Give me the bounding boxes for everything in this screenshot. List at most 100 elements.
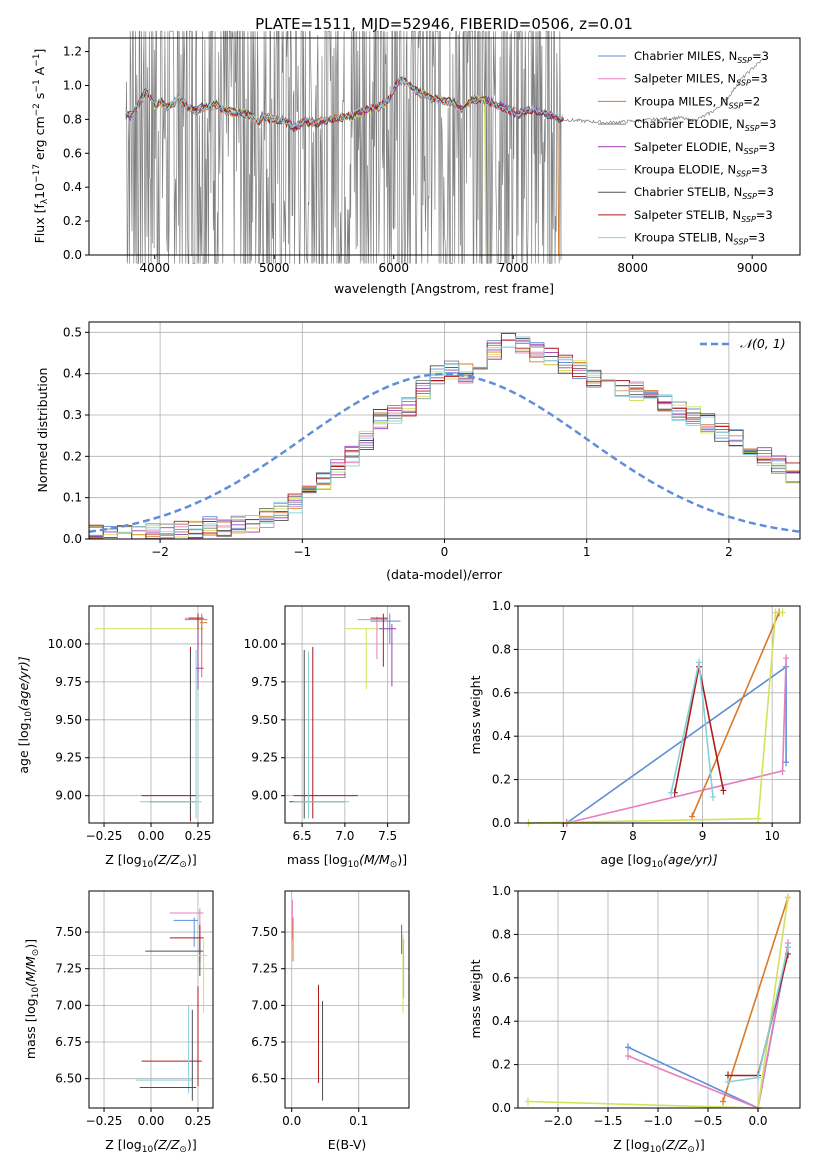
weight-point-kroupa_miles	[720, 1097, 726, 1106]
residuals-xlabel: (data-model)/error	[386, 567, 503, 582]
mass-vs-z-panel: −0.25 0.00 0.25 6.50 6.75 7.00 7.25 7.50 Z [log…	[23, 890, 214, 1155]
y-tick-label: 6.75	[55, 1035, 82, 1049]
legend-entry-kroupa_miles: Kroupa MILES, NSSP=2	[634, 94, 760, 110]
y-tick-label: 6.75	[251, 1035, 278, 1049]
y-tick-label: 1.2	[63, 45, 82, 59]
x-tick-label: 5000	[259, 261, 290, 275]
spectrum-ylabel: Flux [fλ10−17 erg cm−2 s−1 A−1]	[32, 49, 50, 244]
weight-point-kroupa_elodie	[525, 1097, 531, 1106]
x-tick-label: −1.5	[593, 1114, 622, 1128]
normal-curve	[88, 372, 801, 534]
age-vs-mass-frame	[284, 605, 410, 824]
x-tick-label: −2.0	[543, 1114, 572, 1128]
y-tick-label: 0.0	[492, 816, 511, 830]
y-tick-label: 6.50	[251, 1072, 278, 1086]
y-tick-label: 0.0	[492, 1101, 511, 1115]
age-vs-mass-xlabel: mass [log10(M/M⊙)]	[287, 852, 407, 870]
legend-entry-salpeter_stelib: Salpeter STELIB, NSSP=3	[634, 208, 773, 224]
weight-point-kroupa_elodie	[755, 814, 762, 823]
y-tick-label: 9.50	[55, 713, 82, 727]
x-tick-label: 0.00	[138, 1114, 165, 1128]
y-tick-label: 0.4	[492, 1014, 511, 1028]
y-tick-label: 0.4	[492, 729, 511, 743]
weight-point-kroupa_stelib	[668, 788, 675, 797]
x-tick-label: 0.25	[185, 1114, 212, 1128]
x-tick-label: −2	[151, 545, 169, 559]
x-tick-label: 7.0	[335, 829, 354, 843]
x-tick-label: −0.5	[693, 1114, 722, 1128]
weight-point-chabrier_miles	[783, 758, 790, 767]
legend-entry-chabrier_elodie: Chabrier ELODIE, NSSP=3	[634, 117, 776, 133]
weight-line-salpeter_miles	[566, 658, 787, 824]
y-tick-label: 0.1	[63, 491, 82, 505]
mass-vs-ebv-panel: 0.0 0.1 6.50 6.75 7.00 7.25 7.50 E(B-V)	[251, 890, 410, 1152]
legend-entry-kroupa_stelib: Kroupa STELIB, NSSP=3	[634, 231, 765, 247]
y-tick-label: 0.0	[63, 248, 82, 262]
weight-vs-z-frame	[517, 890, 801, 1109]
spectrum-panel: 4000 5000 6000 7000 8000 9000 0.0 0.2 0.4 0.6 0.8 1…	[32, 30, 801, 296]
weight-point-salpeter_miles	[625, 1051, 631, 1060]
y-tick-label: 0.4	[63, 180, 82, 194]
age-vs-z-ylabel: age [log10(age/yr)]	[16, 656, 34, 773]
x-tick-label: 8	[629, 829, 637, 843]
y-tick-label: 1.0	[63, 78, 82, 92]
legend-entry-chabrier_miles: Chabrier MILES, NSSP=3	[634, 49, 769, 65]
weight-point-kroupa_stelib	[785, 943, 791, 952]
x-tick-label: −0.25	[86, 1114, 123, 1128]
x-tick-label: 0.00	[138, 829, 165, 843]
weight-vs-age-panel: 7 8 9 10 0.0 0.2 0.4 0.6 0.8 1.0 age [log10(age/y…	[468, 599, 801, 870]
y-tick-label: 9.50	[251, 713, 278, 727]
x-tick-label: 6000	[378, 261, 409, 275]
x-tick-label: −0.25	[86, 829, 123, 843]
weight-point-kroupa_elodie	[772, 608, 779, 617]
age-vs-z-panel: −0.25 0.00 0.25 9.00 9.25 9.50 9.75 10.00 Z [lo…	[16, 605, 214, 870]
y-tick-label: 7.00	[55, 998, 82, 1012]
weight-vs-z-ylabel: mass weight	[468, 959, 483, 1038]
y-tick-label: 0.2	[63, 449, 82, 463]
weight-point-salpeter_miles	[783, 654, 790, 663]
x-tick-label: 10	[765, 829, 780, 843]
mass-vs-z-xlabel: Z [log10(Z/Z⊙)]	[105, 1137, 196, 1155]
y-tick-label: 7.25	[55, 962, 82, 976]
legend-entry-salpeter_elodie: Salpeter ELODIE, NSSP=3	[634, 140, 775, 156]
x-tick-label: 8000	[617, 261, 648, 275]
y-tick-label: 0.8	[492, 642, 511, 656]
residuals-ylabel: Normed distribution	[35, 368, 50, 493]
x-tick-label: 9	[699, 829, 707, 843]
spectrum-xlabel: wavelength [Angstrom, rest frame]	[334, 281, 554, 296]
y-tick-label: 7.25	[251, 962, 278, 976]
y-tick-label: 9.00	[251, 789, 278, 803]
mass-vs-z-ylabel: mass [log10(M/M⊙)]	[23, 939, 41, 1059]
y-tick-label: 9.25	[55, 751, 82, 765]
x-tick-label: 0.1	[349, 1114, 368, 1128]
legend-entry-chabrier_stelib: Chabrier STELIB, NSSP=3	[634, 185, 774, 201]
weight-point-kroupa_stelib	[725, 1077, 731, 1086]
x-tick-label: 0	[441, 545, 449, 559]
x-tick-label: −1	[293, 545, 311, 559]
y-tick-label: 9.75	[55, 675, 82, 689]
age-vs-z-xlabel: Z [log10(Z/Z⊙)]	[105, 852, 196, 870]
x-tick-label: 7000	[498, 261, 529, 275]
weight-vs-age-frame	[517, 605, 801, 824]
weight-point-kroupa_stelib	[755, 1073, 761, 1082]
normal-legend-label: 𝒩(0, 1)	[740, 336, 786, 351]
y-tick-label: 7.50	[251, 925, 278, 939]
residual-hist-salpeter_stelib	[89, 339, 801, 540]
y-tick-label: 7.50	[55, 925, 82, 939]
observed-spectrum	[125, 30, 764, 265]
y-tick-label: 0.6	[492, 686, 511, 700]
y-tick-label: 0.3	[63, 408, 82, 422]
weight-point-chabrier_miles	[625, 1043, 631, 1052]
x-tick-label: 4000	[139, 261, 170, 275]
y-tick-label: 0.2	[492, 773, 511, 787]
x-tick-label: 1	[583, 545, 591, 559]
legend-entry-salpeter_miles: Salpeter MILES, NSSP=3	[634, 72, 768, 88]
y-tick-label: 0.6	[63, 146, 82, 160]
residual-hist-kroupa_stelib	[89, 336, 801, 540]
weight-line-kroupa_miles	[691, 612, 780, 817]
y-tick-label: 0.8	[492, 927, 511, 941]
x-tick-label: −1.0	[643, 1114, 672, 1128]
y-tick-label: 10.00	[48, 637, 82, 651]
figure-title: PLATE=1511, MJD=52946, FIBERID=0506, z=0…	[255, 15, 633, 33]
